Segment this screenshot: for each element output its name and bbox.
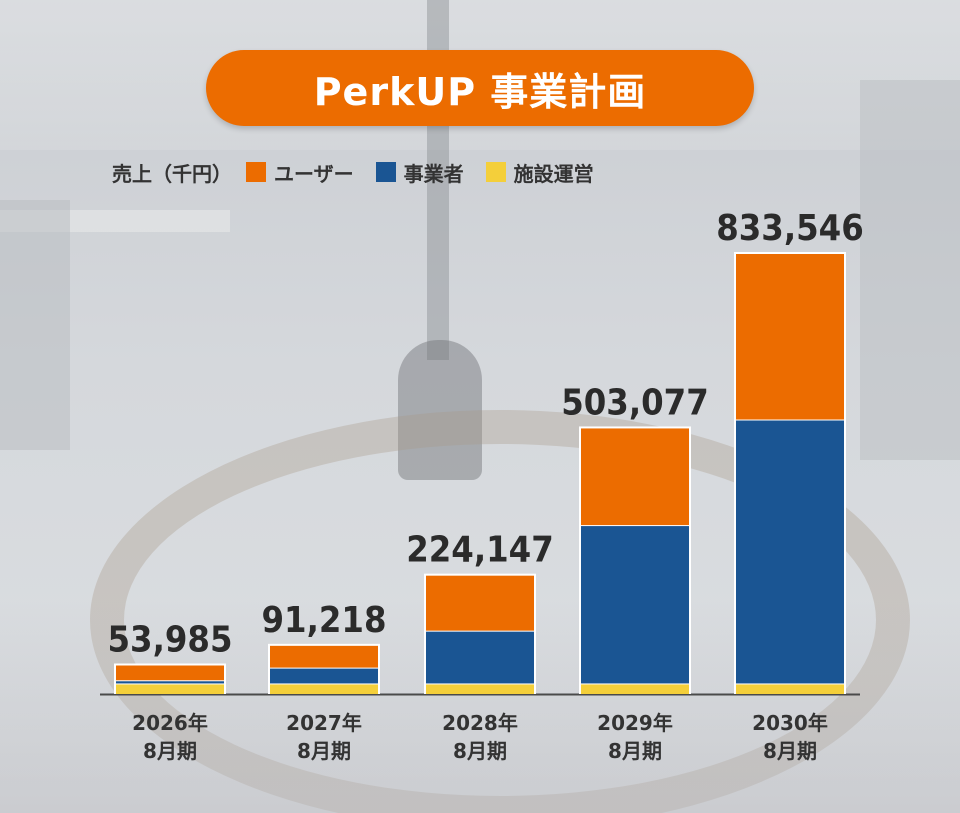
bar-segment xyxy=(736,254,844,420)
x-tick-label-year: 2029年 xyxy=(597,711,673,735)
window-left-shape xyxy=(0,200,70,450)
legend-swatch-business xyxy=(375,162,396,182)
bar-segment xyxy=(581,525,689,684)
legend: 売上（千円） ユーザー 事業者 施設運営 xyxy=(112,156,606,188)
legend-swatch-user xyxy=(246,162,266,182)
bar-segment xyxy=(116,665,224,681)
bar-segment xyxy=(426,575,534,631)
bar-segment xyxy=(736,683,844,694)
bar-segment xyxy=(426,630,534,684)
bar-segment xyxy=(736,419,844,684)
bar-total-label: 503,077 xyxy=(561,382,709,423)
x-tick-label-year: 2027年 xyxy=(286,711,362,735)
chart-title: PerkUP 事業計画 xyxy=(206,50,754,126)
bar-segment xyxy=(581,428,689,526)
bar-segment xyxy=(270,645,378,668)
bar-segment xyxy=(581,683,689,694)
window-right-shape xyxy=(860,80,960,460)
x-tick-label-period: 8月期 xyxy=(297,739,351,763)
bar-total-label: 91,218 xyxy=(262,600,387,641)
x-tick-label-period: 8月期 xyxy=(763,739,817,763)
legend-label-user: ユーザー xyxy=(274,161,354,186)
legend-label-business: 事業者 xyxy=(403,161,464,186)
x-tick-label-year: 2026年 xyxy=(132,711,208,735)
bar-segment xyxy=(116,680,224,684)
bar-total-label: 224,147 xyxy=(406,530,554,571)
bar-segment xyxy=(270,667,378,684)
bar-total-label: 833,546 xyxy=(716,208,864,249)
legend-unit-label: 売上（千円） xyxy=(112,161,232,186)
legend-swatch-facility xyxy=(485,162,506,182)
legend-item-business: 事業者 xyxy=(375,158,464,187)
x-tick-label-period: 8月期 xyxy=(143,739,197,763)
x-tick-label-period: 8月期 xyxy=(608,739,662,763)
legend-item-user: ユーザー xyxy=(246,158,354,187)
x-tick-label-period: 8月期 xyxy=(453,739,507,763)
legend-item-facility: 施設運営 xyxy=(485,158,594,187)
bar-total-label: 53,985 xyxy=(108,620,233,661)
legend-label-facility: 施設運営 xyxy=(513,161,594,186)
bar-segment xyxy=(426,683,534,694)
bar-segment xyxy=(270,683,378,694)
bar-segment xyxy=(116,683,224,694)
x-tick-label-year: 2028年 xyxy=(442,711,518,735)
chart-title-text: PerkUP 事業計画 xyxy=(313,69,647,114)
x-tick-label-year: 2030年 xyxy=(752,711,828,735)
